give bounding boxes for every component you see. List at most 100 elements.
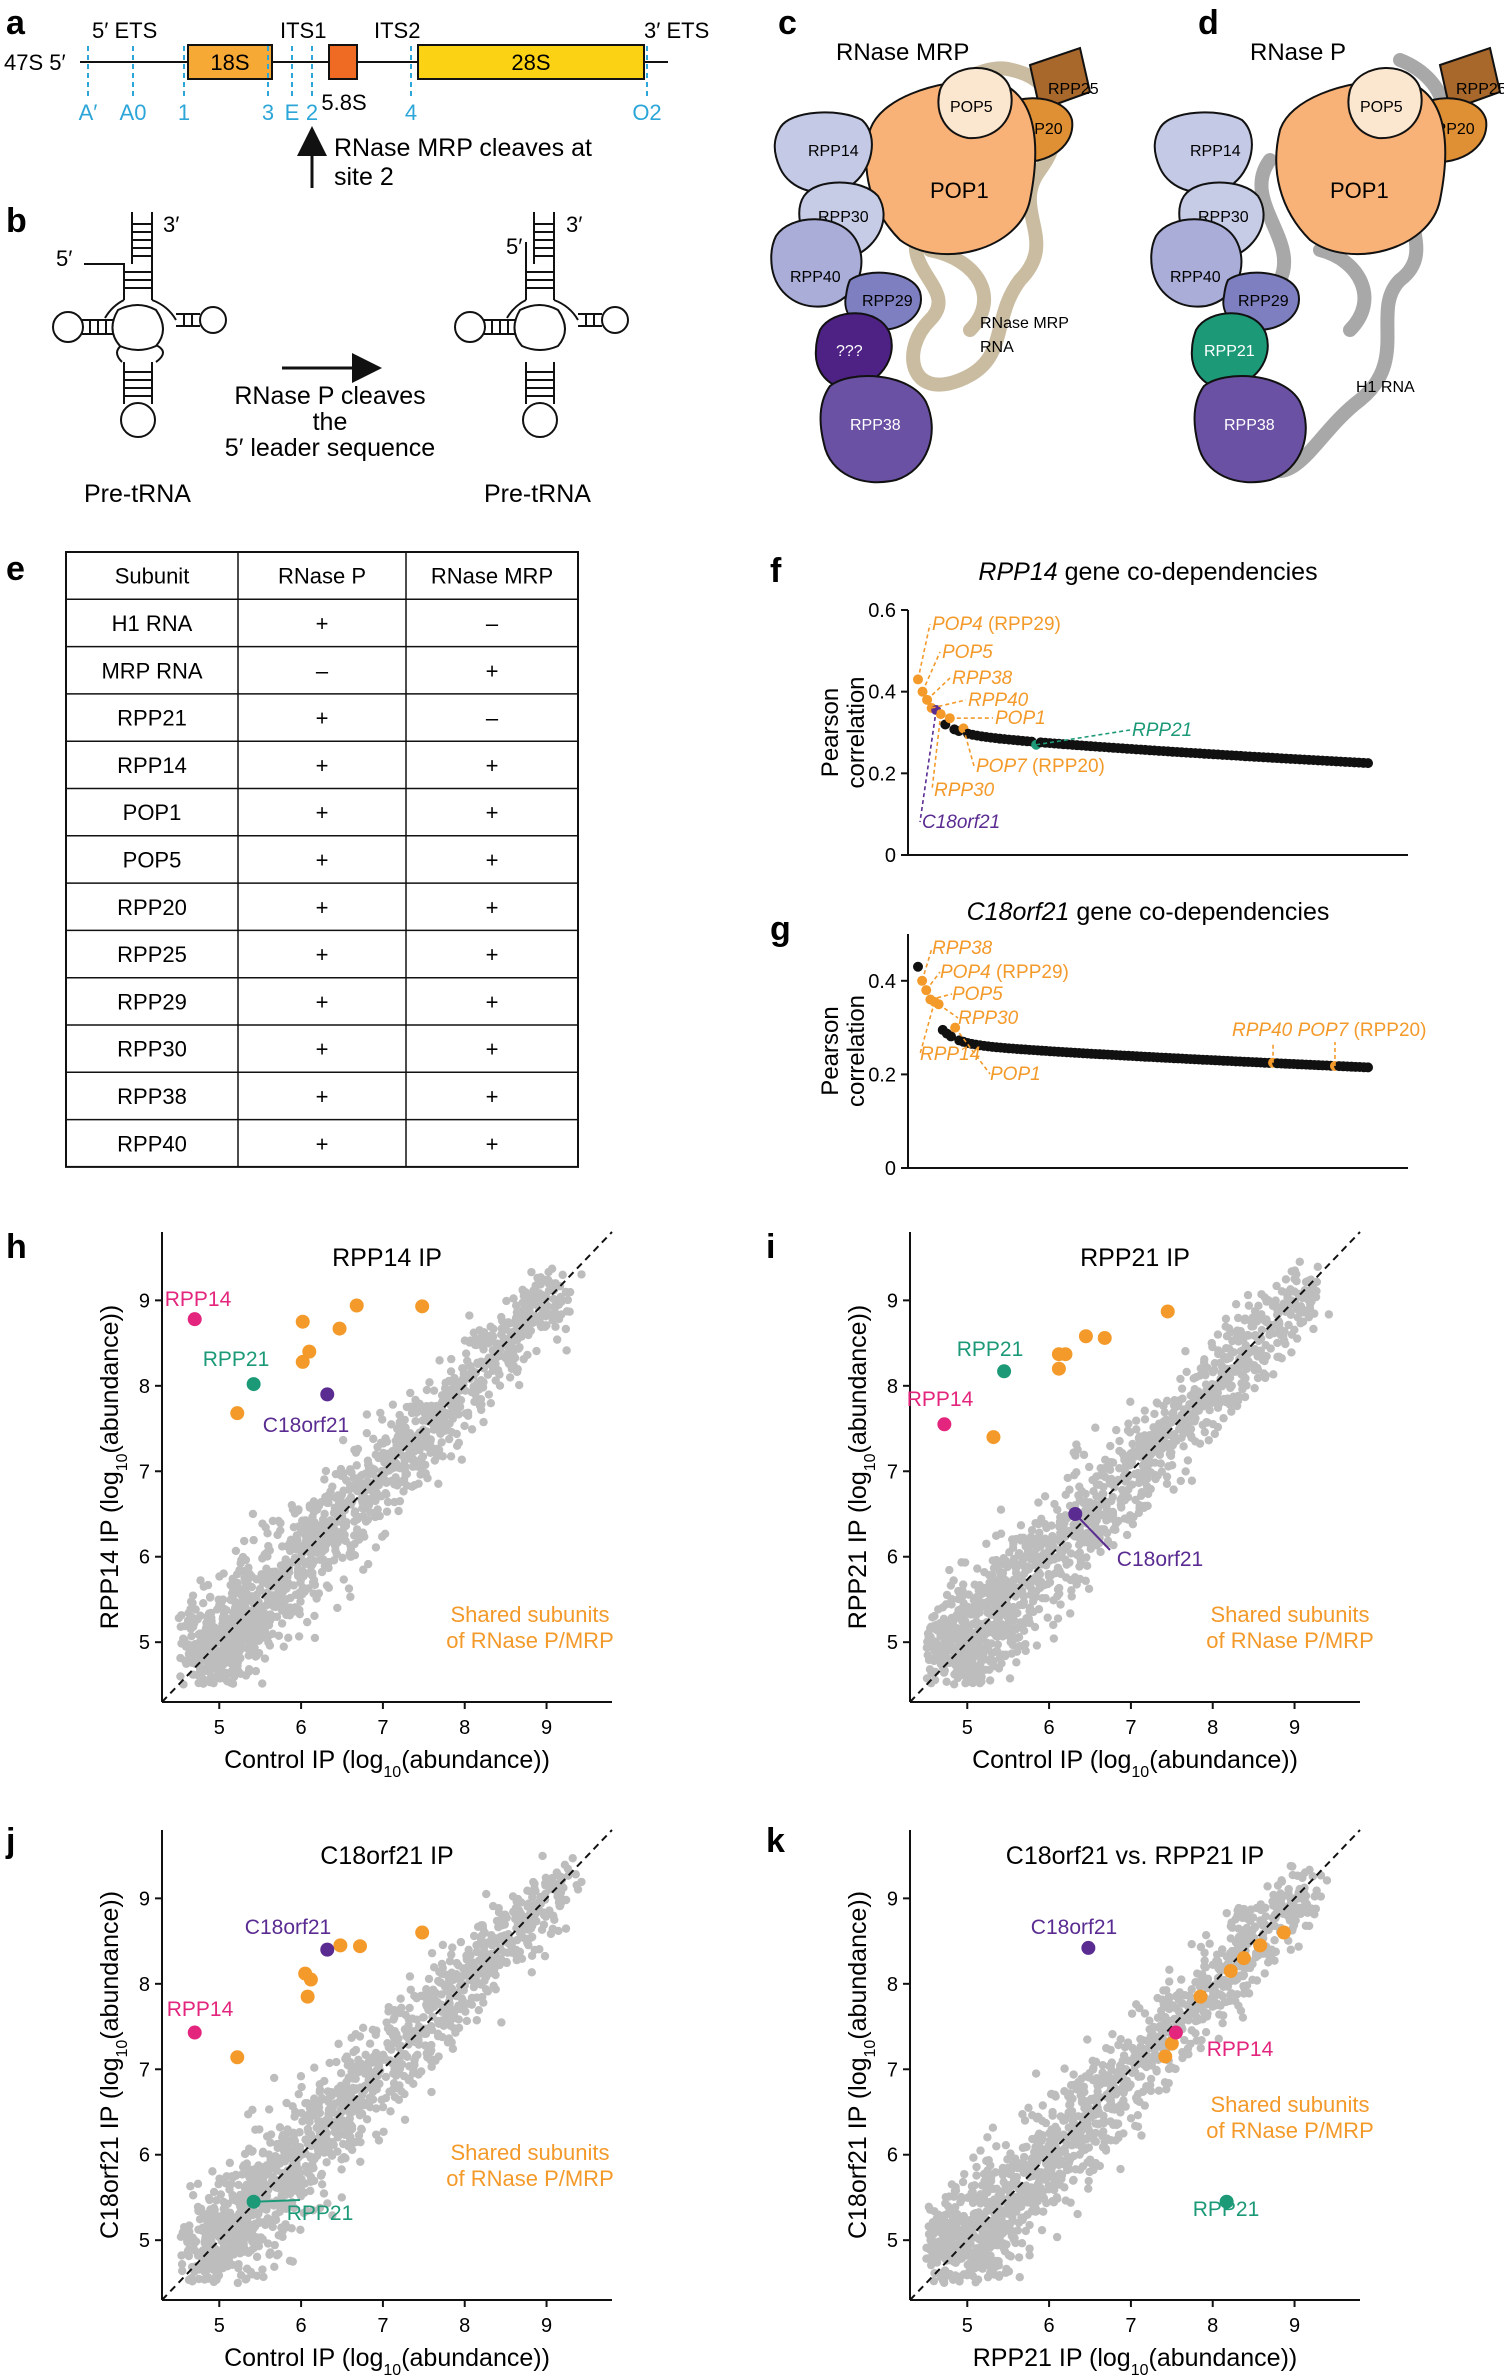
bg-point [960,1616,970,1626]
d-rpp29-label: RPP29 [1238,293,1289,310]
bg-point [324,2109,333,2119]
bg-point [935,1618,945,1628]
bg-point [949,1680,959,1689]
shared-subunit-point [302,1344,317,1359]
annotation-pop1: POP1 [995,708,1046,729]
bg-point [1181,1347,1190,1356]
bg-point [337,1512,347,1521]
bg-point [276,1518,285,1528]
bg-point [405,2003,414,2013]
pre-trna-left-label: Pre-tRNA [84,480,191,508]
label-5-8s: 5.8S [321,90,366,115]
bg-point [187,1631,196,1641]
bg-point [1277,1354,1286,1363]
bg-point [214,1625,223,1634]
chart-title: C18orf21 gene co-dependencies [967,898,1330,926]
x-tick-label: 5 [214,1717,225,1739]
bg-point [452,1429,461,1439]
bg-point [339,1469,348,1478]
chart-title: C18orf21 IP [320,1842,453,1870]
bg-point [402,1402,412,1412]
bg-point [1124,1485,1133,1494]
bg-point [314,1589,324,1598]
bg-point [1177,1384,1187,1393]
bg-point [237,1556,246,1565]
bg-point [515,1380,524,1390]
bg-point [297,2178,307,2188]
unknown-label: ??? [836,343,863,360]
bg-point [944,1645,953,1654]
bg-point [1236,1326,1245,1336]
d-rpp25-label: RPP25 [1456,81,1504,98]
bg-point [946,1635,955,1644]
bg-point [242,2159,251,2168]
bg-point [315,2080,324,2089]
bg-point [369,1466,378,1475]
identity-line [161,1829,613,2301]
bg-point [244,1665,254,1674]
bg-point [1037,1536,1046,1545]
bg-point [189,1614,198,1623]
bg-point [363,1559,373,1569]
bg-point [1084,1584,1094,1594]
bg-point [334,2039,343,2049]
bg-point [310,2094,319,2103]
bg-point [306,2152,315,2161]
bg-point [407,1482,417,1491]
bg-point [371,1543,381,1552]
bg-point [394,2095,404,2105]
bg-point [1107,1474,1116,1484]
shared-subunit-point [295,1314,310,1329]
bg-point [527,1932,537,1942]
bg-point [241,1583,251,1592]
bg-point [1243,1290,1253,1300]
bg-point [491,1359,500,1369]
bg-point [513,1916,522,1926]
x-tick-label: 7 [1125,2315,1136,2337]
panel-g: g C18orf21 gene co-dependencies00.20.4Pea… [770,898,1426,1180]
bg-point [1021,2226,1030,2236]
annotation-gene: POP4 [940,962,991,983]
bg-point [1055,1517,1065,1527]
annotation-pop4: POP4 (RPP29) [940,962,1069,983]
bg-point [568,1854,577,1863]
rpp38-label: RPP38 [850,417,901,434]
table-cell: + [486,847,499,872]
bg-point [358,1528,368,1537]
y-tick-label: 5 [887,1632,898,1654]
panel-d-title: RNase P [1250,39,1346,66]
bg-point [437,1959,447,1969]
bg-point [240,2149,250,2159]
bg-point [1010,1559,1020,1568]
bg-point [532,1346,541,1356]
bg-point [994,1576,1003,1586]
bg-point [1260,1293,1270,1302]
annotation-pop5: POP5 [942,642,993,663]
label-rpp21: RPP21 [957,1338,1024,1361]
bg-point [243,1630,252,1640]
bg-point [527,1951,537,1960]
bg-point [187,1645,197,1654]
bg-point [454,1961,463,1970]
bg-point [1244,1301,1254,1310]
title-gene: C18orf21 [967,898,1070,926]
bg-point [1167,1461,1177,1470]
bg-point [437,1990,446,1999]
annotation-rpp14: RPP14 [920,1044,980,1065]
bg-point [253,2210,262,2219]
bg-point [983,1645,993,1654]
bg-point [429,1425,439,1434]
bg-point [295,2128,304,2137]
bg-point [226,1658,235,1668]
bg-point [411,2052,420,2061]
bg-point [474,2006,484,2015]
bg-point [399,1487,408,1496]
panel-label-b: b [6,202,27,240]
bg-point [482,1889,491,1899]
bg-point [289,1581,298,1590]
bg-point [462,1999,472,2008]
shared-subunit-point [1097,1330,1112,1345]
